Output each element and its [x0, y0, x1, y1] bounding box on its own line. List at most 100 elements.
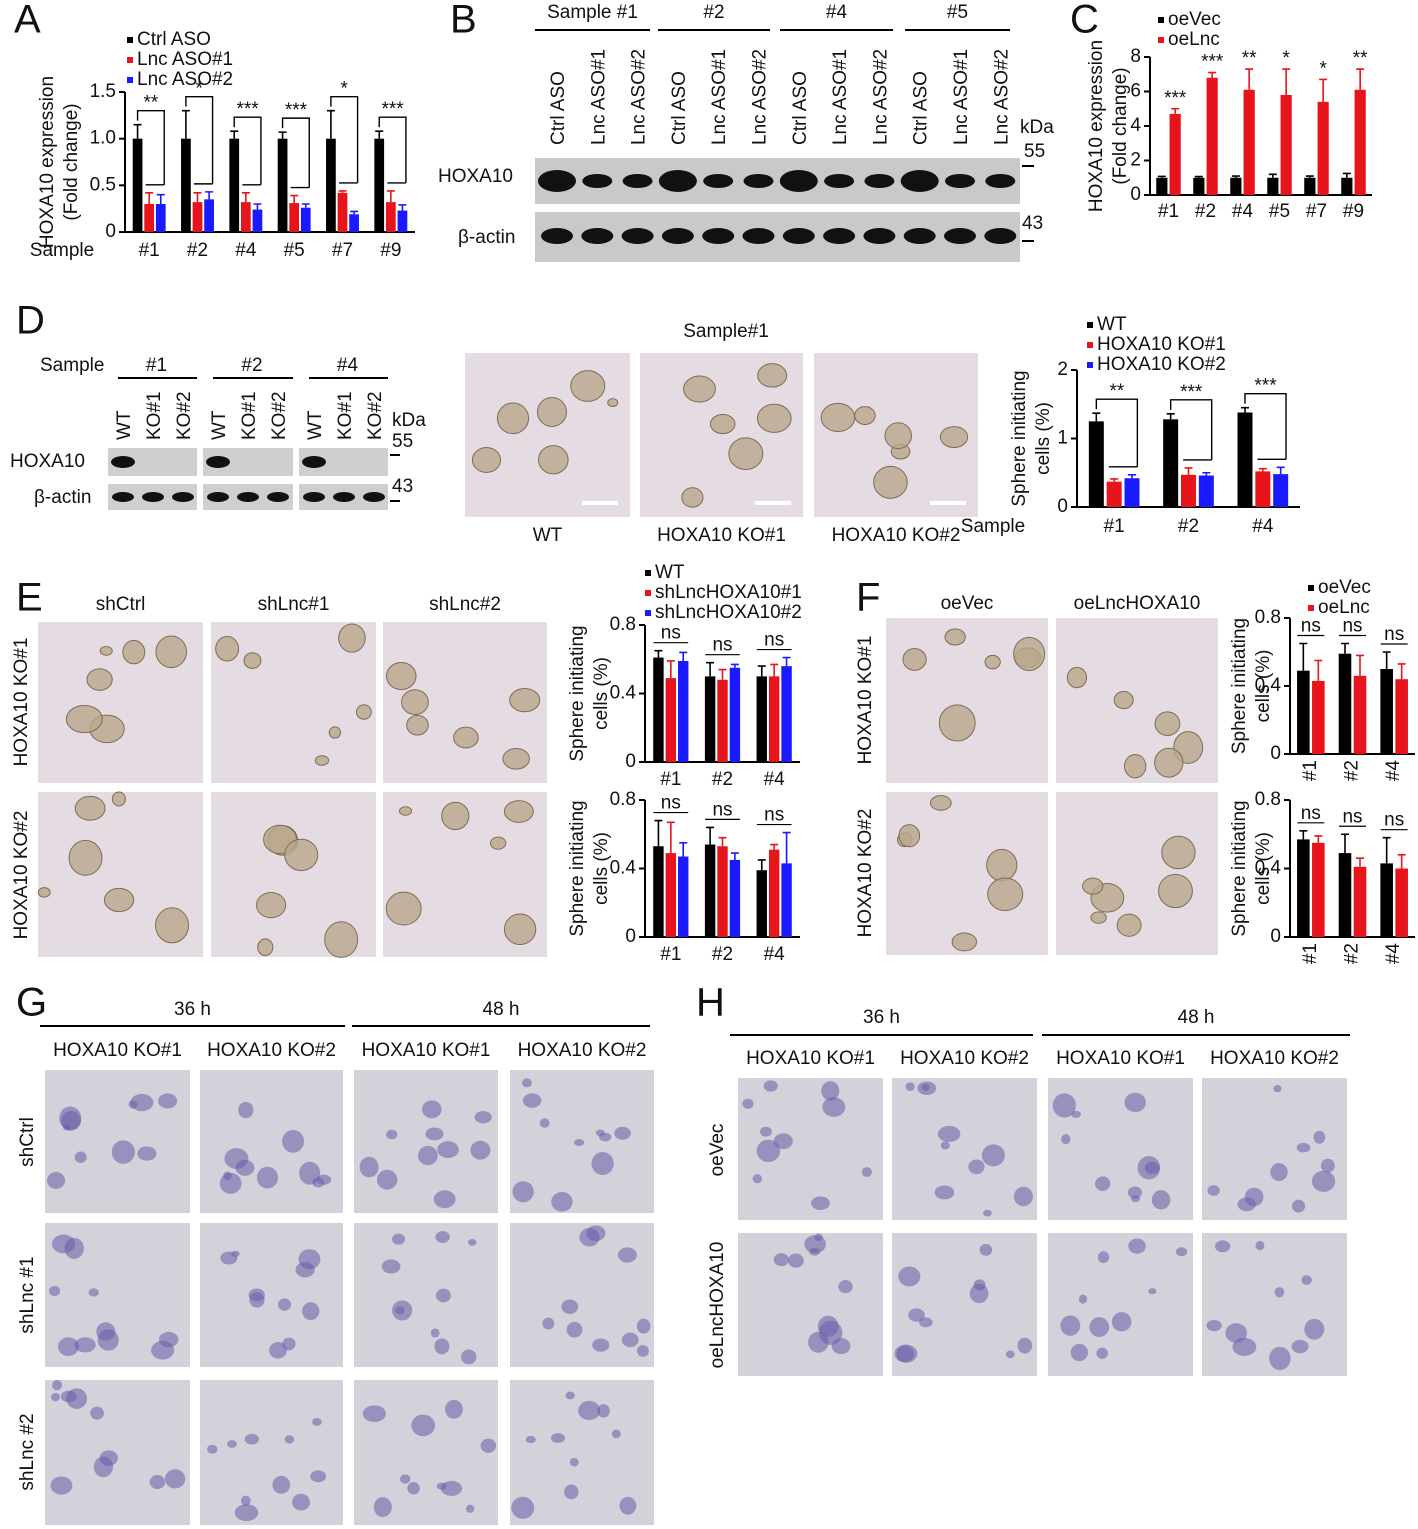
cell	[466, 1504, 475, 1513]
cell	[362, 1405, 387, 1423]
x-tick-label: #9	[1343, 201, 1364, 222]
bar	[756, 870, 767, 937]
cell	[435, 1288, 451, 1303]
error-bar	[1231, 175, 1240, 178]
sample-label: #4	[826, 2, 848, 23]
cell	[411, 1414, 436, 1437]
error-bar	[1157, 175, 1166, 178]
sphere	[111, 791, 126, 807]
cell	[940, 1141, 950, 1150]
cell	[551, 1433, 565, 1443]
legend-swatch	[645, 590, 651, 596]
x-tick-label: #4	[764, 769, 786, 790]
cell	[566, 1321, 583, 1338]
error-bar	[730, 852, 739, 860]
sphere	[401, 689, 429, 716]
band	[111, 456, 135, 468]
cell	[151, 1340, 175, 1360]
error-bar	[1382, 651, 1391, 669]
sphere	[1158, 873, 1193, 909]
sphere	[536, 396, 567, 427]
bracket	[1169, 399, 1213, 461]
error-bar	[679, 651, 688, 661]
column-label: HOXA10 KO#1	[746, 1048, 875, 1069]
sphere	[453, 726, 479, 749]
band	[945, 174, 975, 188]
cell	[979, 1243, 993, 1256]
band	[363, 492, 385, 502]
band-label: HOXA10	[10, 451, 85, 472]
significance: ***	[1201, 52, 1224, 73]
legend-label: Lnc ASO#2	[137, 69, 233, 90]
sphere	[1154, 711, 1181, 736]
lane-label: KO#2	[269, 391, 290, 440]
panel-letter: A	[14, 0, 41, 42]
legend-swatch	[1087, 342, 1093, 348]
error-bar	[654, 819, 663, 847]
band	[779, 170, 818, 192]
cell	[591, 1151, 614, 1176]
x-tick-label: #7	[1306, 201, 1327, 222]
band-label: β-actin	[34, 487, 91, 508]
band-label: β-actin	[458, 227, 515, 248]
sphere	[537, 445, 569, 475]
sphere	[324, 921, 359, 958]
y-axis-label: Sphere initiating	[567, 625, 588, 761]
bar	[1169, 113, 1181, 195]
bar	[1206, 77, 1218, 195]
y-tick-label: 0.8	[610, 614, 636, 635]
significance: ns	[1384, 810, 1404, 831]
bar	[374, 138, 385, 232]
cell	[1013, 1186, 1033, 1207]
significance: ns	[764, 630, 784, 651]
band	[743, 174, 774, 188]
legend-swatch	[127, 77, 133, 83]
band	[582, 174, 613, 188]
cell	[238, 1101, 254, 1119]
sphere	[385, 662, 417, 691]
micrograph	[738, 1233, 883, 1376]
cell	[51, 1234, 76, 1254]
sphere	[355, 704, 372, 720]
band	[621, 228, 654, 244]
band	[703, 174, 734, 188]
sphere	[570, 370, 606, 402]
cell	[617, 1247, 637, 1263]
sphere	[490, 836, 507, 850]
cell	[908, 1308, 925, 1322]
marker-label: 55	[1024, 141, 1045, 162]
band	[172, 492, 194, 502]
micrograph	[1202, 1078, 1347, 1220]
sphere	[709, 413, 736, 435]
cell	[51, 1392, 60, 1402]
cell	[422, 1100, 442, 1119]
x-tick-label: #4	[1232, 201, 1254, 222]
x-tick-label: #4	[764, 944, 786, 965]
y-axis-label: Sphere initiating	[1229, 800, 1250, 936]
cell	[934, 1185, 955, 1200]
bar	[1230, 177, 1242, 195]
cell	[760, 1126, 772, 1137]
cell	[430, 1328, 440, 1338]
y-tick-label: 0	[105, 221, 116, 242]
bar	[1297, 839, 1310, 937]
cell	[90, 1406, 104, 1420]
cell	[272, 1475, 291, 1494]
sphere	[284, 838, 319, 872]
error-bar	[1314, 835, 1323, 843]
error-bar	[757, 665, 766, 677]
cell	[787, 1253, 804, 1268]
micrograph	[354, 1223, 498, 1367]
bar	[1395, 679, 1408, 754]
y-axis-label: Sphere initiating	[1009, 370, 1030, 506]
cell	[137, 1146, 157, 1161]
bar	[1156, 177, 1168, 195]
band	[742, 228, 775, 244]
bar	[385, 202, 396, 232]
error-bar	[1314, 659, 1323, 681]
lane-label: Lnc ASO#2	[750, 49, 771, 145]
cell	[1144, 1161, 1160, 1175]
error-bar	[338, 190, 347, 193]
sphere	[99, 645, 113, 656]
